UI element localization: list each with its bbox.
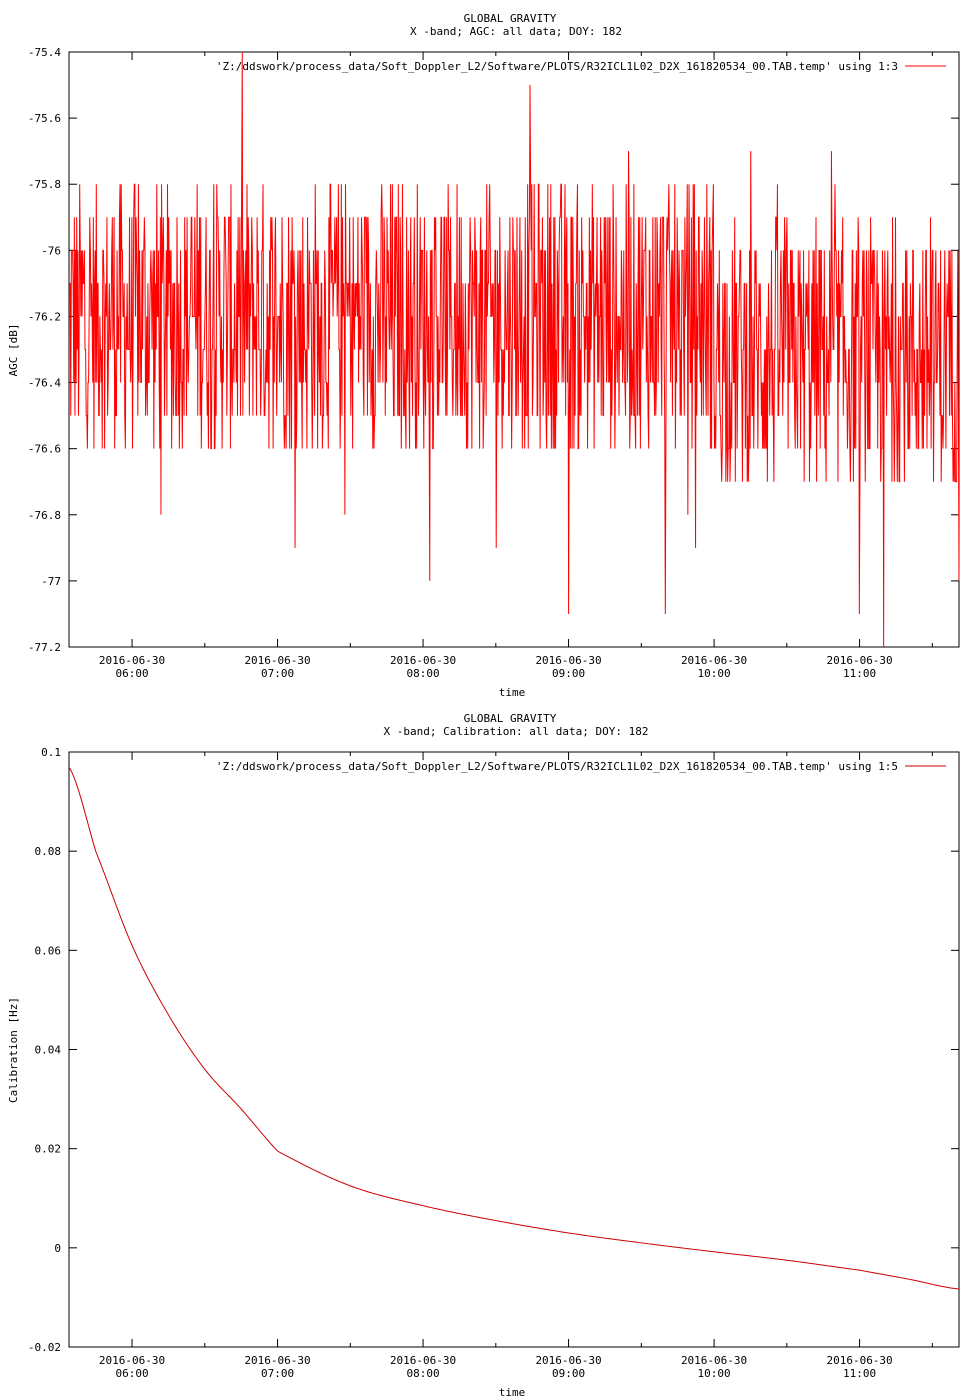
x-tick-label-date: 2016-06-30 xyxy=(681,654,747,667)
chart-agc-legend-label: 'Z:/ddswork/process_data/Soft_Doppler_L2… xyxy=(216,60,898,73)
y-tick-label: -76.4 xyxy=(28,377,61,390)
chart-agc-x-ticks: 2016-06-3006:002016-06-3007:002016-06-30… xyxy=(99,52,933,680)
x-tick-label-date: 2016-06-30 xyxy=(390,1354,456,1367)
y-tick-label: -77 xyxy=(41,575,61,588)
chart-calibration-y-ticks: 0.1 0.08 0.06 0.04 0.02 0 -0.02 xyxy=(28,746,959,1354)
y-tick-label: -76.2 xyxy=(28,310,61,323)
y-tick-label: -77.2 xyxy=(28,641,61,654)
chart-agc-x-axis-label: time xyxy=(499,686,526,699)
x-tick-label-date: 2016-06-30 xyxy=(535,1354,601,1367)
y-tick-label: -75.6 xyxy=(28,112,61,125)
y-tick-label: -76.8 xyxy=(28,509,61,522)
x-tick-label-time: 08:00 xyxy=(406,667,439,680)
chart-calibration: GLOBAL GRAVITY X -band; Calibration: all… xyxy=(7,712,960,1399)
chart-calibration-x-ticks: 2016-06-3006:002016-06-3007:002016-06-30… xyxy=(99,752,933,1380)
chart-calibration-plot-frame xyxy=(68,751,960,1348)
chart-calibration-legend: 'Z:/ddswork/process_data/Soft_Doppler_L2… xyxy=(216,760,946,773)
x-tick-label-date: 2016-06-30 xyxy=(826,1354,892,1367)
y-tick-label: -76.6 xyxy=(28,443,61,456)
x-tick-label-time: 06:00 xyxy=(115,1367,148,1380)
x-tick-label-date: 2016-06-30 xyxy=(244,1354,310,1367)
x-tick-label-date: 2016-06-30 xyxy=(99,654,165,667)
x-tick-label-time: 07:00 xyxy=(261,1367,294,1380)
y-tick-label: 0 xyxy=(54,1242,61,1255)
x-tick-label-time: 11:00 xyxy=(843,667,876,680)
chart-agc-plot-frame xyxy=(68,51,960,648)
chart-agc-y-axis-label: AGC [dB] xyxy=(7,324,20,377)
y-tick-label: 0.06 xyxy=(35,944,62,957)
x-tick-label-time: 11:00 xyxy=(843,1367,876,1380)
chart-calibration-legend-label: 'Z:/ddswork/process_data/Soft_Doppler_L2… xyxy=(216,760,898,773)
x-tick-label-date: 2016-06-30 xyxy=(244,654,310,667)
x-tick-label-time: 09:00 xyxy=(552,667,585,680)
y-tick-label: -75.8 xyxy=(28,178,61,191)
x-tick-label-time: 10:00 xyxy=(698,1367,731,1380)
y-tick-label: 0.1 xyxy=(41,746,61,759)
x-tick-label-time: 09:00 xyxy=(552,1367,585,1380)
y-tick-label: 0.08 xyxy=(35,845,62,858)
x-tick-label-time: 07:00 xyxy=(261,667,294,680)
chart-agc-title: GLOBAL GRAVITY xyxy=(464,12,557,25)
y-tick-label: -75.4 xyxy=(28,46,61,59)
chart-calibration-series-line xyxy=(68,766,960,1290)
chart-calibration-x-axis-label: time xyxy=(499,1386,526,1399)
x-tick-label-time: 06:00 xyxy=(115,667,148,680)
chart-agc: GLOBAL GRAVITY X -band; AGC: all data; D… xyxy=(7,12,960,699)
x-tick-label-time: 08:00 xyxy=(406,1367,439,1380)
y-tick-label: -0.02 xyxy=(28,1341,61,1354)
y-tick-label: 0.04 xyxy=(35,1044,62,1057)
chart-agc-legend: 'Z:/ddswork/process_data/Soft_Doppler_L2… xyxy=(216,60,946,73)
x-tick-label-date: 2016-06-30 xyxy=(535,654,601,667)
chart-calibration-subtitle: X -band; Calibration: all data; DOY: 182 xyxy=(384,725,649,738)
x-tick-label-date: 2016-06-30 xyxy=(826,654,892,667)
chart-calibration-y-axis-label: Calibration [Hz] xyxy=(7,997,20,1103)
x-tick-label-time: 10:00 xyxy=(698,667,731,680)
x-tick-label-date: 2016-06-30 xyxy=(390,654,456,667)
chart-agc-series-line xyxy=(69,51,960,648)
y-tick-label: 0.02 xyxy=(35,1143,62,1156)
y-tick-label: -76 xyxy=(41,244,61,257)
chart-agc-subtitle: X -band; AGC: all data; DOY: 182 xyxy=(410,25,622,38)
x-tick-label-date: 2016-06-30 xyxy=(99,1354,165,1367)
chart-calibration-title: GLOBAL GRAVITY xyxy=(464,712,557,725)
x-tick-label-date: 2016-06-30 xyxy=(681,1354,747,1367)
chart-agc-y-ticks: -75.4 -75.6 -75.8 -76 -76.2 -76.4 -76.6 -76.8 -7… xyxy=(28,46,959,654)
